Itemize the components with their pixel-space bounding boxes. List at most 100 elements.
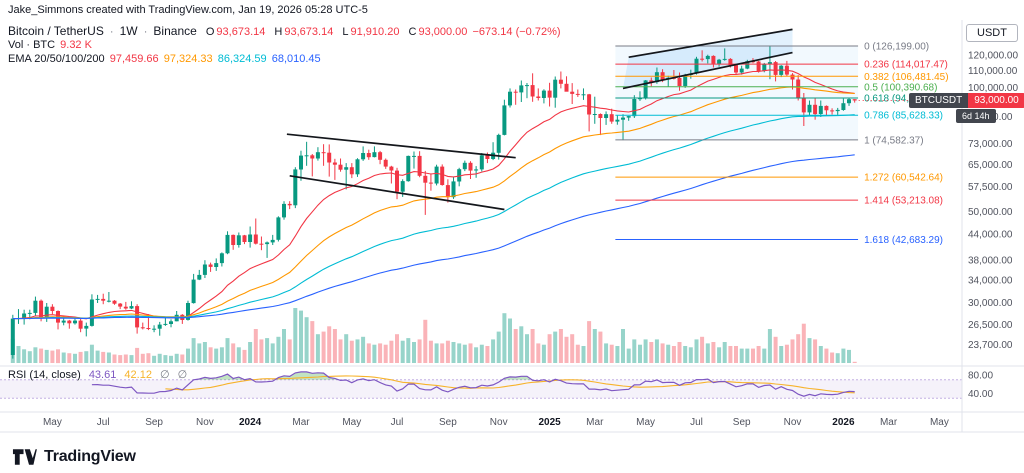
high-label: H [274,26,283,38]
time-axis[interactable]: May Jul Sep Nov 2024 Mar May Jul Sep Nov 2025 Mar Ma… [43,417,949,428]
volume-bar [671,346,676,363]
candle-body [214,263,219,267]
candle-body [327,152,332,163]
volume-bar [666,344,671,363]
candle-body [570,91,575,94]
symbol-title[interactable]: Bitcoin / TetherUS [8,24,104,38]
candle-body [112,300,117,304]
candle-body [468,162,473,171]
ema-legend: EMA 20/50/100/200 97,459.66 97,324.33 86… [8,53,321,65]
volume-bar [366,343,371,363]
candle-body [739,68,744,73]
candle-body [186,303,190,320]
volume-bar [73,353,77,363]
candle-body [123,306,128,309]
candle-body [33,300,38,313]
candle-body [338,164,343,170]
candle-body [270,239,275,243]
trendline[interactable] [628,28,793,59]
volume-bar [801,323,806,363]
volume-bar [39,348,44,363]
ema20-value: 97,459.66 [109,53,159,65]
volume-bar [50,350,55,363]
candle-body [208,264,213,267]
time-axis-label: Jul [391,417,404,428]
candle-body [440,166,445,185]
time-axis-label: Mar [586,417,604,428]
volume-bar [299,310,303,363]
volume-bar [434,343,439,363]
volume-bar [705,343,710,363]
candle-body [423,175,428,183]
volume-label: Vol · BTC [8,39,56,51]
volume-bar [852,361,857,363]
volume-bar [784,344,789,363]
tradingview-logo[interactable]: TradingView [12,448,136,466]
volume-bar [581,346,586,363]
candle-body [361,153,366,160]
candle-body [44,306,49,318]
interval-label[interactable]: 1W [119,24,138,38]
volume-bar [847,349,851,363]
volume-bar [378,343,383,363]
candle-body [813,104,818,115]
fib-level-label: 0.786 (85,628.33) [864,111,943,122]
candle-body [643,80,648,99]
candle-body [395,170,399,192]
volume-bar [95,350,100,363]
time-axis-label: 2026 [832,417,855,428]
trendline[interactable] [289,174,505,211]
volume-bar [643,339,648,363]
volume-bar [44,349,49,363]
candle-body [372,152,377,158]
volume-bar [389,340,394,363]
time-axis-label: Sep [145,417,163,428]
ema-200-line [12,154,855,320]
attribution-text: Jake_Simmons created with TradingView.co… [8,4,368,16]
price-scale-unit-button[interactable]: USDT [966,24,1018,42]
volume-bar [807,338,812,363]
volume-bar [767,329,772,363]
volume-bar [265,338,270,363]
candle-body [219,253,224,264]
candle-body [852,99,857,101]
price-scale-label: 50,000.00 [968,207,1013,218]
volume-bar [592,329,597,363]
candle-body [598,114,603,118]
candle-body [700,58,705,60]
candle-body [248,234,253,242]
candle-body [265,242,270,245]
volume-bar [496,331,501,363]
volume-bar [536,343,541,363]
volume-bar [835,353,840,363]
volume-bar [163,355,168,363]
candle-body [530,85,535,97]
candle-body [626,116,631,118]
candle-body [332,162,337,165]
volume-value: 9.32 K [60,39,92,51]
volume-bar [773,336,778,363]
volume-bar [332,329,337,363]
fib-bands [615,46,859,140]
price-scale-label: 120,000.00 [968,51,1018,62]
volume-bar [248,342,253,363]
volume-bar [282,329,286,363]
candle-body [231,234,236,245]
volume-bar [485,346,490,363]
candle-body [67,320,72,324]
candle-body [824,105,829,111]
rsi-hidden-input: ∅ [160,369,170,381]
time-axis-label: May [636,417,655,428]
volume-bar [225,338,230,363]
volume-bar [84,351,89,363]
trendline[interactable] [622,51,793,90]
volume-bar [632,339,637,363]
trendline[interactable] [286,133,516,159]
volume-bar [649,342,654,363]
candle-body [344,167,349,170]
trendlines [286,28,793,211]
candle-body [118,303,123,307]
time-axis-label: Nov [784,417,802,428]
volume-bar [140,353,145,363]
